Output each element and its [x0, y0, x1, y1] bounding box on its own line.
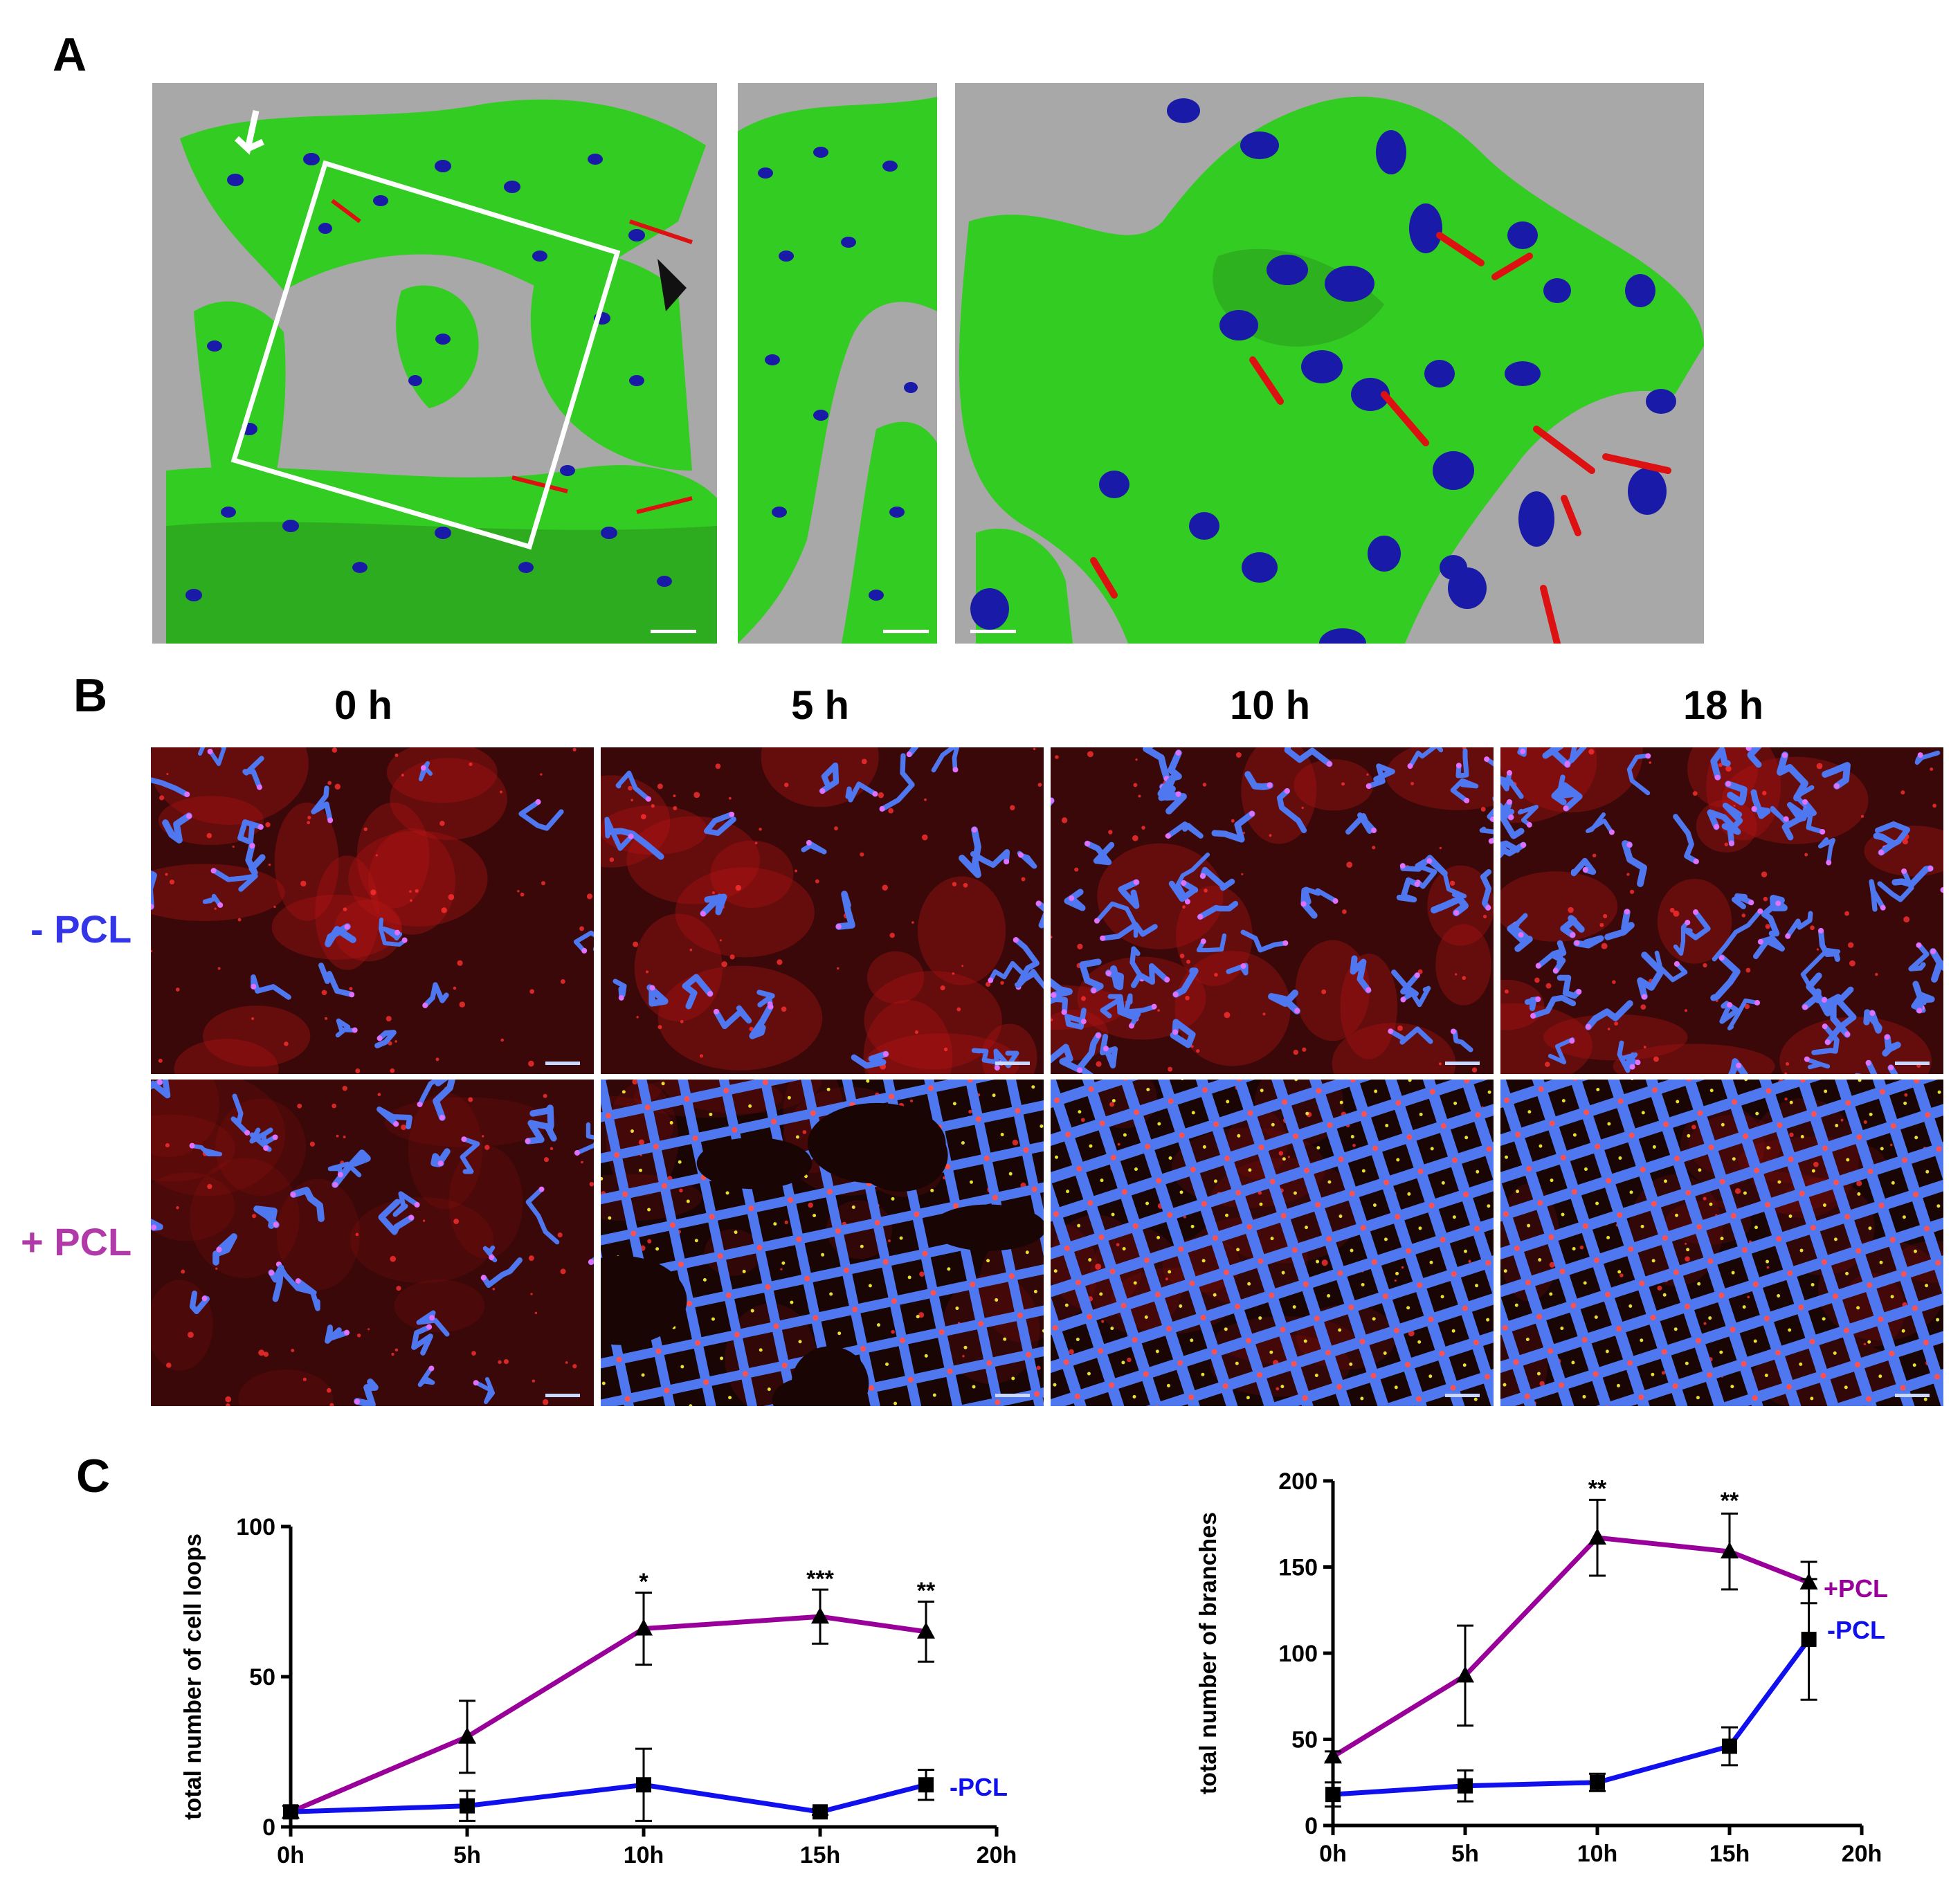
- white-arrow-icon: [234, 110, 264, 155]
- time-label-18h: 18 h: [1682, 683, 1764, 728]
- series-label: +PCL: [1824, 1574, 1888, 1603]
- data-point-triangle: [1721, 1542, 1739, 1559]
- y-tick-label: 50: [1291, 1727, 1318, 1754]
- data-point-square: [1801, 1632, 1817, 1648]
- branches-chart: 0 50 100 150 200 0h 5h 10h 15h 20h total number of…: [1195, 1468, 1888, 1867]
- x-tick-label: 10h: [624, 1842, 664, 1868]
- data-point-triangle: [458, 1727, 476, 1744]
- micrograph-tile: [1500, 747, 1943, 1074]
- panel-c-label: C: [76, 1450, 111, 1502]
- panel-b-label: B: [73, 669, 108, 722]
- cell-loops-chart: 0 50 100 0h 5h 10h 15h 20h total number of cell …: [180, 1514, 1017, 1868]
- data-point-triangle: [635, 1619, 653, 1636]
- y-tick-label: 50: [249, 1664, 275, 1691]
- series-line: [289, 1614, 927, 1814]
- micrograph-tile: [151, 747, 594, 1074]
- row-label-plus-pcl: + PCL: [21, 1220, 132, 1264]
- row-label-minus-pcl: - PCL: [30, 907, 132, 951]
- micrograph-tile: [601, 747, 1044, 1074]
- y-axis-title: total number of cell loops: [180, 1533, 206, 1820]
- x-tick-label: 15h: [1709, 1841, 1750, 1867]
- data-point-square: [1722, 1738, 1737, 1754]
- data-point-triangle: [811, 1607, 829, 1624]
- x-tick-label: 5h: [453, 1842, 481, 1868]
- micrograph-tile: [1051, 747, 1494, 1074]
- time-label-0h: 0 h: [334, 683, 392, 728]
- y-tick-label: 0: [1305, 1813, 1318, 1839]
- x-tick-label: 0h: [1319, 1841, 1347, 1867]
- panel-a-label: A: [53, 28, 87, 81]
- x-tick-label: 10h: [1577, 1841, 1618, 1867]
- data-point-triangle: [1324, 1747, 1342, 1764]
- data-point-square: [918, 1777, 934, 1793]
- series-label: -PCL: [950, 1773, 1008, 1801]
- data-point-square: [1590, 1774, 1605, 1790]
- y-tick-label: 150: [1278, 1555, 1318, 1581]
- data-point-square: [460, 1798, 475, 1814]
- data-point-triangle: [1456, 1666, 1474, 1683]
- series-line: [1332, 1637, 1811, 1797]
- x-tick-label: 20h: [977, 1842, 1017, 1868]
- significance-marker: **: [1588, 1475, 1607, 1502]
- panel-a-overview-render: [152, 83, 717, 644]
- significance-marker: ***: [806, 1566, 834, 1592]
- micrograph-tile: [1500, 1080, 1943, 1406]
- panel-a-side-render: [738, 83, 937, 644]
- x-tick-label: 20h: [1842, 1841, 1882, 1867]
- time-label-10h: 10 h: [1229, 683, 1311, 728]
- significance-marker: **: [917, 1578, 936, 1604]
- data-point-triangle: [917, 1621, 935, 1639]
- panel-a-zoom-render: [955, 83, 1704, 644]
- x-tick-label: 5h: [1451, 1841, 1479, 1867]
- data-point-triangle: [1588, 1528, 1606, 1545]
- y-tick-label: 100: [236, 1514, 275, 1540]
- time-label-5h: 5 h: [791, 683, 849, 728]
- micrograph-tile: [601, 1080, 1044, 1406]
- significance-marker: *: [639, 1569, 648, 1595]
- series-line: [290, 1782, 927, 1814]
- y-axis-title: total number of branches: [1195, 1512, 1222, 1794]
- data-point-square: [1325, 1787, 1341, 1803]
- x-tick-label: 15h: [800, 1842, 841, 1868]
- data-point-square: [636, 1777, 651, 1793]
- black-arrow-icon: [657, 259, 687, 311]
- series-line: [1332, 1535, 1810, 1759]
- y-tick-label: 200: [1278, 1468, 1318, 1495]
- micrograph-tile: [151, 1080, 594, 1406]
- y-tick-label: 100: [1278, 1641, 1318, 1667]
- y-tick-label: 0: [262, 1814, 275, 1841]
- data-point-square: [813, 1804, 828, 1820]
- data-point-square: [283, 1804, 298, 1820]
- data-point-square: [1458, 1778, 1473, 1794]
- significance-marker: **: [1721, 1488, 1739, 1514]
- micrograph-tile: [1051, 1080, 1494, 1406]
- series-label: -PCL: [1827, 1616, 1885, 1644]
- x-tick-label: 0h: [277, 1842, 305, 1868]
